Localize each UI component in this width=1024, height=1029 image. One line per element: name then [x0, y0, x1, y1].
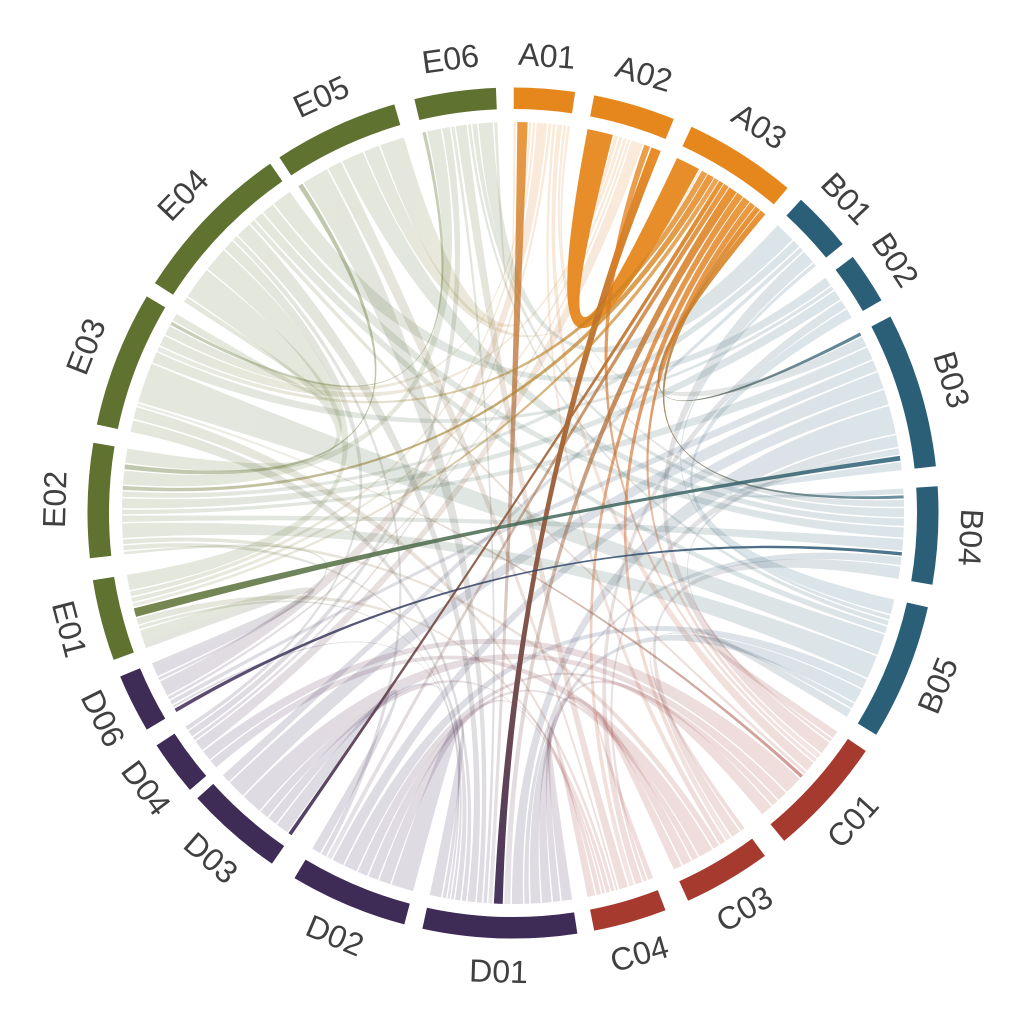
svg-text:E06: E06: [420, 37, 481, 80]
svg-text:A01: A01: [517, 36, 576, 76]
svg-text:B04: B04: [951, 508, 990, 567]
svg-text:D01: D01: [469, 952, 529, 990]
svg-text:E02: E02: [36, 470, 74, 528]
